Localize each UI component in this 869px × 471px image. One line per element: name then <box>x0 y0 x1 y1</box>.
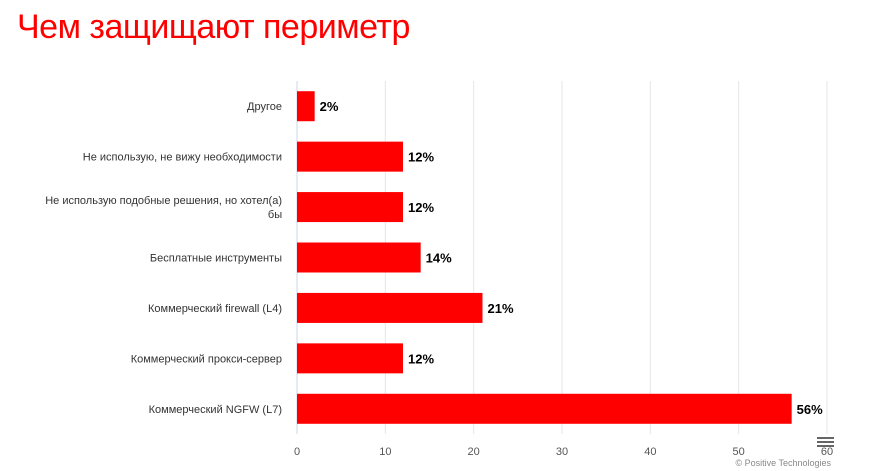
data-label: 56% <box>797 402 823 417</box>
data-label: 12% <box>408 351 434 366</box>
bar[interactable] <box>297 242 421 273</box>
category-label: Коммерческий firewall (L4) <box>148 303 282 315</box>
x-tick-label: 60 <box>821 446 833 458</box>
category-label: Не использую подобные решения, но хотел(… <box>45 195 282 207</box>
chart-title: Чем защищают периметр <box>17 8 410 46</box>
category-label: Бесплатные инструменты <box>150 253 282 265</box>
category-label: Другое <box>247 101 282 113</box>
x-tick-label: 40 <box>644 446 656 458</box>
data-label: 21% <box>488 301 514 316</box>
bar[interactable] <box>297 91 315 122</box>
x-tick-label: 50 <box>733 446 745 458</box>
category-label: Коммерческий NGFW (L7) <box>149 404 282 416</box>
bar[interactable] <box>297 192 403 223</box>
x-tick-label: 20 <box>468 446 480 458</box>
hamburger-menu-icon[interactable] <box>817 437 834 450</box>
data-label: 14% <box>426 251 452 266</box>
data-label: 12% <box>408 150 434 165</box>
category-label: Не использую, не вижу необходимости <box>83 152 282 164</box>
credits[interactable]: © Positive Technologies <box>735 458 831 468</box>
bar[interactable] <box>297 393 792 424</box>
bar[interactable] <box>297 343 403 374</box>
bar[interactable] <box>297 292 483 323</box>
data-label: 2% <box>320 99 339 114</box>
data-label: 12% <box>408 200 434 215</box>
x-tick-label: 0 <box>294 446 300 458</box>
category-label: Коммерческий прокси-сервер <box>131 353 282 365</box>
category-label: бы <box>268 209 282 221</box>
bar[interactable] <box>297 141 403 172</box>
x-tick-label: 30 <box>556 446 568 458</box>
x-tick-label: 10 <box>379 446 391 458</box>
